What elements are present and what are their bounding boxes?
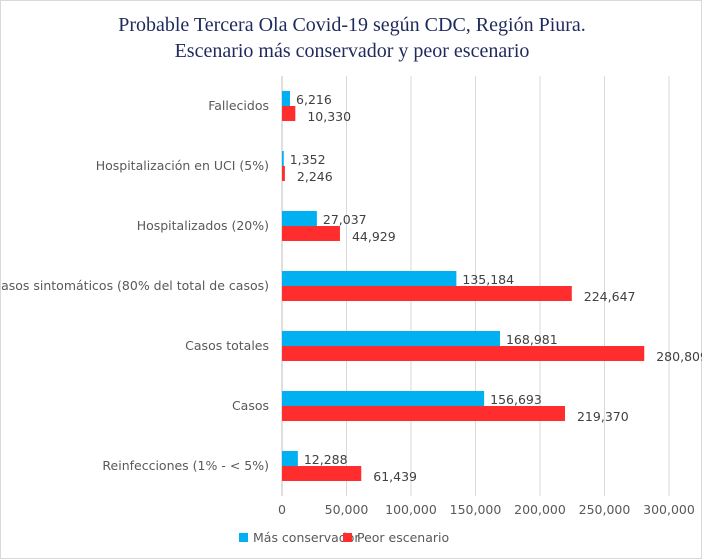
data-label: 10,330 [307,109,351,124]
bar-conservador [282,271,457,286]
category-label: Casos sintomáticos (80% del total de cas… [1,278,269,293]
x-tick-label: 200,000 [514,502,566,517]
legend-swatch [239,533,248,542]
bar-peor [282,346,645,361]
bar-peor [282,166,285,181]
legend-swatch [343,533,352,542]
bar-conservador [282,151,284,166]
bar-peor [282,466,362,481]
data-label: 280,809 [656,349,702,364]
bar-peor [282,406,565,421]
legend-label: Peor escenario [357,530,449,545]
bar-peor [282,106,296,121]
data-label: 27,037 [323,212,367,227]
data-label: 168,981 [506,332,558,347]
data-label: 135,184 [462,272,514,287]
data-label: 219,370 [577,409,629,424]
bar-peor [282,286,572,301]
x-tick-label: 50,000 [325,502,369,517]
bar-peor [282,226,340,241]
data-label: 1,352 [290,152,326,167]
x-tick-label: 150,000 [450,502,502,517]
data-label: 44,929 [352,229,396,244]
x-tick-label: 250,000 [579,502,631,517]
bar-conservador [282,331,500,346]
data-label: 156,693 [490,392,542,407]
x-tick-label: 0 [278,502,286,517]
data-label: 61,439 [373,469,417,484]
data-label: 6,216 [296,92,332,107]
bar-conservador [282,451,298,466]
x-tick-label: 300,000 [643,502,695,517]
x-tick-label: 100,000 [385,502,437,517]
chart-title-line2: Escenario más conservador y peor escenar… [175,40,530,62]
category-label: Fallecidos [208,98,269,113]
category-label: Casos [232,398,269,413]
legend-label: Más conservador [253,530,360,545]
category-label: Reinfecciones (1% - < 5%) [102,458,269,473]
bar-conservador [282,91,291,106]
category-label: Hospitalizados (20%) [137,218,269,233]
bar-conservador [282,211,317,226]
category-label: Hospitalización en UCI (5%) [96,158,269,173]
data-label: 2,246 [297,169,333,184]
data-label: 224,647 [584,289,636,304]
chart-title-line1: Probable Tercera Ola Covid-19 según CDC,… [118,14,586,36]
category-label: Casos totales [185,338,269,353]
data-label: 12,288 [304,452,348,467]
bar-conservador [282,391,485,406]
